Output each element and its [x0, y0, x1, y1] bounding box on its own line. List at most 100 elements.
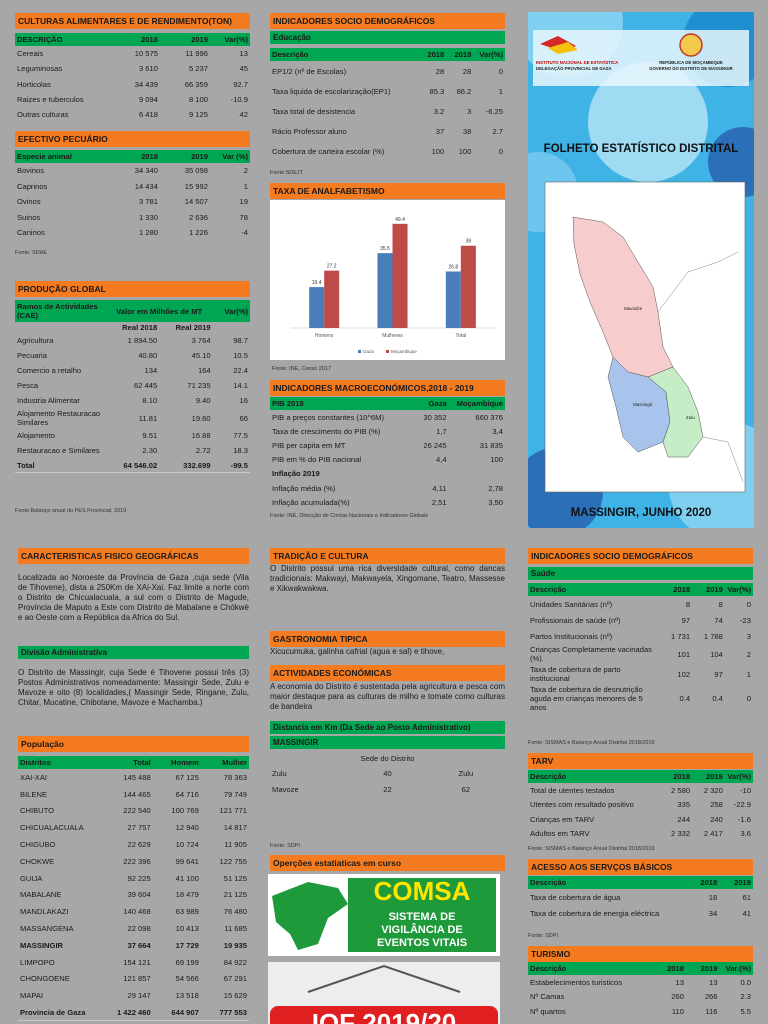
- table-cell: 145 488: [123, 772, 151, 782]
- source-note: Fonte: SDAE: [15, 250, 48, 256]
- table-cell: 54 566: [175, 974, 199, 984]
- table-cell: Cereais: [17, 49, 44, 59]
- table-cell: Crianças em TARV: [530, 814, 595, 824]
- table-cell: 104: [710, 649, 723, 659]
- table-cell: Crianças Completamente vacinadas (%).: [530, 645, 652, 663]
- table-cell: Ovinos: [17, 197, 41, 207]
- table-cell: 2.3: [740, 992, 751, 1002]
- table-header-cell: 2018: [654, 583, 693, 596]
- table-cell: 77.5: [233, 431, 248, 440]
- table-cell: 18 479: [175, 890, 199, 900]
- gov-district: GOVERNO DO DISTRITO DE MASSINGIR: [649, 66, 733, 71]
- table-cell: 110: [671, 1006, 684, 1016]
- table-cell: GUIJA: [20, 873, 43, 883]
- table-cell: 1 894.50: [127, 336, 158, 345]
- table-cell: Alojamento: [17, 431, 55, 440]
- section-title: GASTRONOMIA TIPICA: [270, 631, 505, 647]
- cover: INSTITUTO NACIONAL DE ESTATÍSTICA DELEGA…: [528, 12, 754, 528]
- table-cell: 10 724: [175, 840, 199, 850]
- table-header-cell: Gaza: [401, 397, 449, 410]
- table-cell: 332.699: [159, 458, 213, 473]
- iof-roof: [307, 964, 461, 993]
- table-header-cell: Distritos: [18, 756, 105, 769]
- table-cell: 30 352: [423, 412, 447, 422]
- table-cell: 1 280: [138, 228, 158, 238]
- table-cell: Caninos: [17, 228, 45, 238]
- table-cell: Inflação acumulada(%): [272, 497, 350, 507]
- logo-panel: [533, 30, 749, 86]
- comsa-panel: [348, 878, 496, 952]
- table-cell: 61: [742, 892, 751, 902]
- chart-source: Fonte: INE, Censo 2017: [272, 366, 332, 372]
- section-title: ACESSO AOS SERVÇOS BÁSICOS: [528, 859, 753, 875]
- table-cell: Outras culturas: [17, 110, 69, 120]
- table-cell: Inflação média (%): [272, 483, 336, 493]
- table-cell: 67 291: [223, 974, 247, 984]
- table-cell: Taxa total de desistencia: [272, 106, 356, 116]
- table-header-cell: Total: [104, 756, 153, 769]
- table-header-cell: Homem: [152, 756, 201, 769]
- table-cell: -99.5: [212, 458, 250, 473]
- table-cell: 4,4: [436, 455, 447, 465]
- table-cell: 140 468: [123, 907, 151, 917]
- table-cell: 22: [383, 784, 392, 794]
- paragraph: Localizada ao Noroeste da Província de G…: [18, 573, 249, 622]
- paragraph: Xicucumuka, galinha cafrial (agua e sal)…: [270, 647, 445, 656]
- table-cell: 19 935: [223, 940, 247, 950]
- source-note: Fonte: SISMAS e Balanço Anual Distrital …: [528, 846, 655, 852]
- paragraph: A economia do Distrito é sustentada pela…: [270, 682, 505, 711]
- table-cell: Taxa de cobertura de desnutrição aguda e…: [530, 685, 643, 712]
- map-region: [647, 366, 704, 458]
- table-cell: Profissionais de saúde (nº): [530, 615, 621, 625]
- bar: [392, 223, 408, 328]
- section-title: EFECTIVO PECUÁRIO: [15, 131, 250, 147]
- table-cell: 3 781: [138, 197, 158, 207]
- table-header-cell: Especie animal: [15, 150, 110, 163]
- table-cell: 122 755: [219, 856, 247, 866]
- table-cell: PIB a preços constantes (10^6M): [272, 412, 385, 422]
- table-cell: 26 245: [423, 440, 447, 450]
- table-cell: 222 396: [123, 856, 151, 866]
- table-header-cell: 2018: [419, 48, 447, 61]
- map-label: Zulu: [686, 415, 695, 420]
- table-cell: 2.30: [142, 446, 158, 455]
- data-table: Descrição 2018 2019 Var(%) EP1/2 (nº de Esco…: [270, 48, 505, 161]
- table-cell: 3,50: [488, 497, 503, 507]
- table-cell: 10 575: [134, 49, 158, 59]
- data-table: Descrição 2018 2019 Taxa de cobertura de ág…: [528, 876, 753, 921]
- table-cell: 40.80: [138, 351, 158, 360]
- table-cell: 41 100: [175, 873, 199, 883]
- source-note: Fonte:SDEJT: [270, 170, 304, 176]
- comsa-subtitle: VIGILÂNCIA DE: [381, 923, 463, 936]
- table-header-cell: 2019: [685, 962, 720, 975]
- bar: [445, 271, 461, 328]
- table-cell: Taxa de cobertura de energia eléctrica: [530, 908, 660, 918]
- table-cell: 3 764: [191, 336, 211, 345]
- table-cell: 6 418: [138, 110, 158, 120]
- table-cell: 92 225: [127, 873, 151, 883]
- value-label: 39: [466, 239, 472, 245]
- table-cell: Comercio a retalho: [17, 366, 82, 375]
- table-cell: Adultos em TARV: [530, 829, 590, 839]
- table-cell: MABALANE: [20, 890, 62, 900]
- table-cell: 18.3: [233, 446, 248, 455]
- paragraph: O Distrito possui uma rica diversidade c…: [270, 564, 505, 593]
- table-header-cell: 2018: [647, 962, 686, 975]
- table-cell: 0: [746, 599, 751, 609]
- table-cell: 0: [498, 66, 503, 76]
- table-cell: 98.7: [233, 336, 248, 345]
- table-cell: 9.51: [142, 431, 158, 440]
- table-cell: 101: [677, 649, 691, 659]
- table-cell: CHOKWE: [20, 856, 55, 866]
- table-cell: 777 553: [200, 1004, 249, 1021]
- table-cell: 39 604: [127, 890, 151, 900]
- cover-title: FOLHETO ESTATÍSTICO DISTRITAL: [544, 142, 739, 155]
- table-header-cell: Var(%): [212, 300, 250, 322]
- table-cell: MAPAI: [20, 991, 44, 1001]
- table-cell: 3: [746, 631, 751, 641]
- table-cell: Partos Institucionais (nº): [530, 631, 613, 641]
- data-table: DESCRIÇÃO 2018 2019 Var(%) Cereais 10 575 11 9…: [15, 33, 250, 122]
- table-header-cell: 2018: [109, 150, 160, 163]
- data-table: Distritos Total Homem Mulher XAI-XAI 145 488 6…: [18, 756, 249, 1021]
